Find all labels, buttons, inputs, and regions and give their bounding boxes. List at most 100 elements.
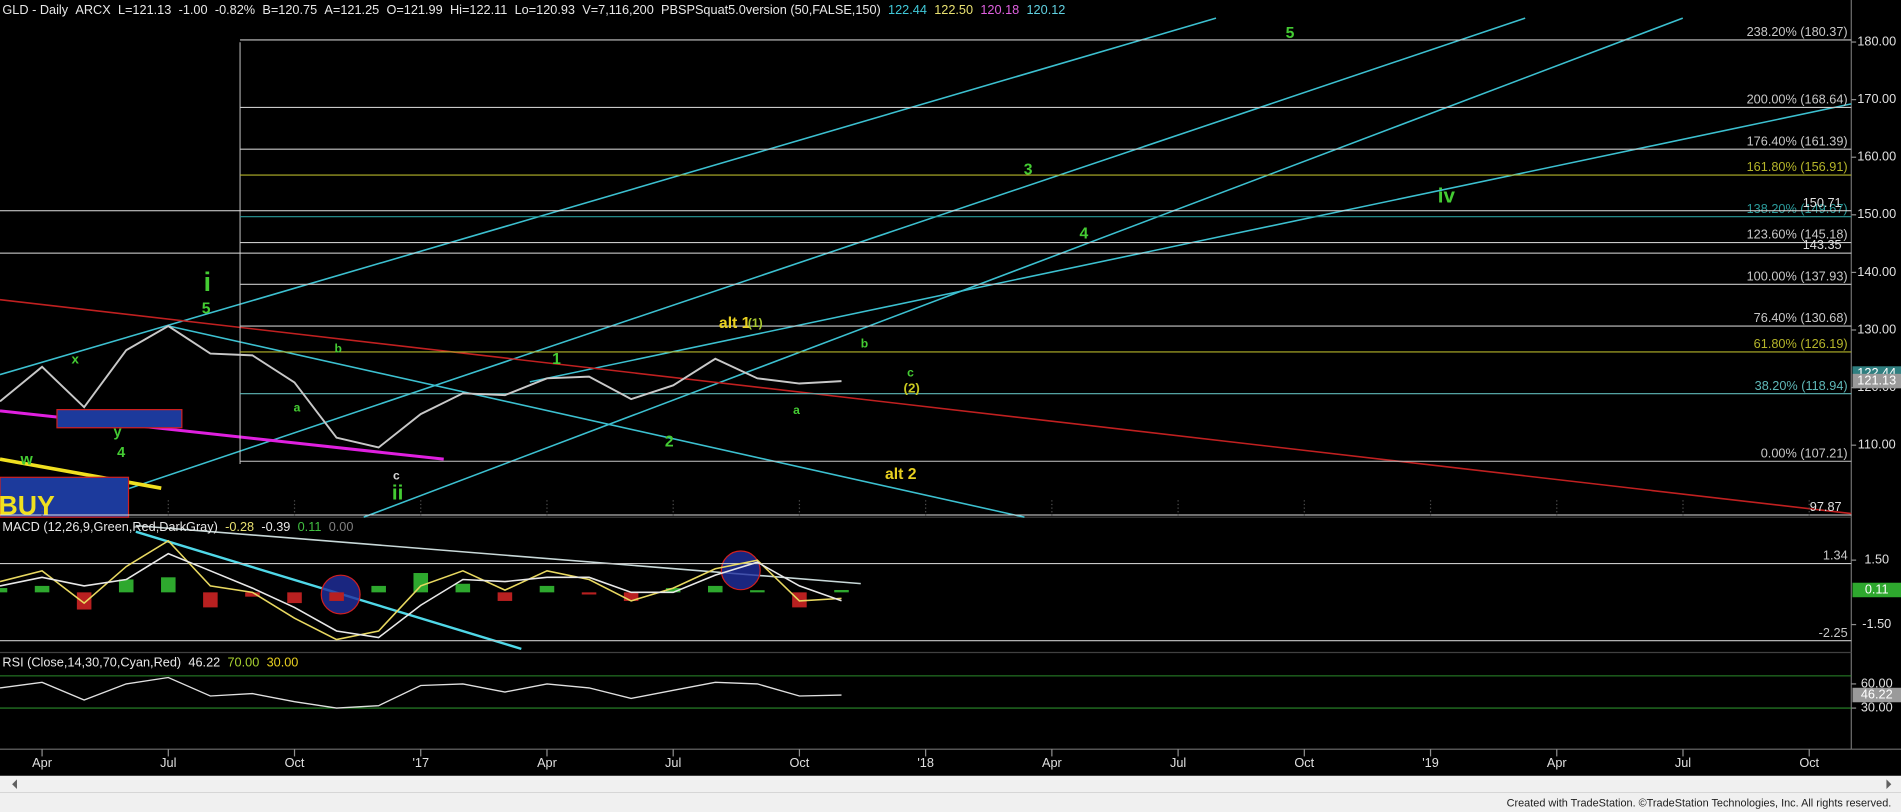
header-item: -0.82% — [215, 3, 255, 17]
wave-label: a — [793, 403, 800, 417]
y-tick-label: 1.50 — [1864, 553, 1889, 567]
wave-label: 5 — [202, 301, 211, 318]
y-tick-label: -1.50 — [1862, 617, 1891, 631]
y-tick-label: 160.00 — [1857, 150, 1896, 164]
panel-header: MACD (12,26,9,Green,Red,DarkGray) -0.28 -0… — [2, 520, 353, 534]
histogram-bar — [0, 588, 8, 593]
histogram-bar — [34, 585, 50, 593]
x-tick-label: Apr — [1042, 756, 1063, 770]
wave-label: 1 — [552, 351, 561, 368]
x-tick-label: Jul — [1675, 756, 1691, 770]
last-value-label: 46.22 — [1861, 687, 1893, 701]
wave-label: alt 1 — [719, 315, 751, 332]
scrollbar[interactable] — [0, 775, 1901, 793]
x-tick-label: Jul — [665, 756, 681, 770]
trendline — [72, 17, 1526, 509]
histogram-bar — [623, 592, 639, 601]
wave-label: 5 — [1286, 25, 1295, 42]
price-line — [0, 539, 842, 641]
scroll-left[interactable] — [12, 779, 17, 790]
header-item: 0.11 — [298, 520, 322, 534]
trendline — [363, 17, 1684, 518]
buy-box — [0, 476, 130, 518]
histogram-bar — [161, 577, 176, 593]
histogram-bar — [287, 592, 302, 604]
histogram-bar — [76, 592, 92, 610]
header-item: Lo=120.93 — [515, 3, 575, 17]
wave-label: alt 2 — [885, 466, 917, 483]
histogram-bar — [834, 589, 849, 593]
price-line — [0, 676, 842, 709]
x-tick-label: '19 — [1422, 756, 1439, 770]
histogram-bar — [371, 585, 386, 593]
wave-label: c — [393, 468, 400, 482]
last-value-label: 121.13 — [1857, 373, 1896, 387]
histogram-bar — [750, 590, 765, 593]
last-value-box — [1852, 582, 1901, 598]
wave-label: 3 — [1024, 162, 1033, 179]
marker-label: 150.71 — [1803, 196, 1842, 210]
price-line — [0, 324, 842, 449]
header-item: 30.00 — [267, 656, 299, 670]
panel-header: RSI (Close,14,30,70,Cyan,Red) 46.22 70.00 3… — [2, 656, 298, 670]
header-item: -1.00 — [179, 3, 208, 17]
histogram-bar — [707, 585, 723, 593]
status-bar — [0, 792, 1901, 812]
level-label: 61.80% (126.19) — [1754, 337, 1848, 351]
histogram-bar — [497, 592, 513, 601]
header-item: A=121.25 — [324, 3, 379, 17]
wave-label: c — [907, 366, 914, 380]
footer: Created with TradeStation. ©TradeStation… — [1507, 797, 1892, 809]
level-label: 161.80% (156.91) — [1747, 160, 1848, 174]
histogram-bar — [455, 583, 471, 593]
wave-label: (2) — [904, 381, 920, 396]
panel-header: GLD - Daily ARCX L=121.13 -1.00 -0.82% B=120.… — [2, 3, 1065, 17]
histogram-bar — [413, 573, 429, 593]
header-item: GLD - Daily — [2, 3, 68, 17]
wave-label: i — [204, 267, 211, 297]
level-label: 138.20% (149.67) — [1747, 202, 1848, 216]
last-value-box — [1852, 687, 1901, 703]
histogram-bar — [118, 579, 134, 593]
level-label: 100.00% (137.93) — [1747, 269, 1848, 283]
level-label: 200.00% (168.64) — [1747, 93, 1848, 107]
panel-title: RSI (Close,14,30,70,Cyan,Red) — [2, 656, 181, 670]
trendline — [0, 298, 1852, 515]
header-item: -0.39 — [261, 520, 290, 534]
level-label: -2.25 — [1819, 626, 1848, 640]
histogram-bar — [539, 585, 555, 593]
wave-label: (1) — [748, 316, 763, 330]
wave-label: BUY — [0, 491, 55, 521]
wave-label: iv — [1438, 184, 1456, 207]
level-label: 0.00% (107.21) — [1761, 446, 1848, 460]
x-tick-label: Oct — [285, 756, 305, 770]
level-label: 76.40% (130.68) — [1754, 311, 1848, 325]
histogram-bar — [203, 592, 218, 608]
wave-label: b — [335, 341, 342, 355]
level-label: 176.40% (161.39) — [1747, 134, 1848, 148]
header-item: 70.00 — [227, 656, 259, 670]
header-item: ARCX — [75, 3, 111, 17]
y-tick-label: 170.00 — [1857, 92, 1896, 106]
trendline — [0, 457, 162, 490]
histogram-bar — [581, 592, 597, 595]
header-item: L=121.13 — [118, 3, 171, 17]
histogram-bar — [329, 592, 344, 601]
x-tick-label: Apr — [1547, 756, 1568, 770]
header-item: PBSPSquat5.0version (50,FALSE,150) — [661, 3, 881, 17]
x-tick-label: Oct — [1799, 756, 1819, 770]
scroll-right[interactable] — [1886, 779, 1892, 790]
x-tick-label: Jul — [160, 756, 176, 770]
last-value-label: 0.11 — [1865, 582, 1889, 596]
x-tick-label: '18 — [917, 756, 934, 770]
wave-label: 4 — [117, 445, 125, 461]
y-tick-label: 140.00 — [1857, 265, 1896, 279]
header-item: 120.18 — [980, 3, 1019, 17]
wave-label: a — [294, 401, 301, 415]
header-item: V=7,116,200 — [582, 3, 653, 17]
price-line — [0, 552, 842, 639]
header-item: 122.50 — [934, 3, 973, 17]
x-tick-label: Oct — [1294, 756, 1314, 770]
level-label: 1.34 — [1823, 549, 1848, 563]
